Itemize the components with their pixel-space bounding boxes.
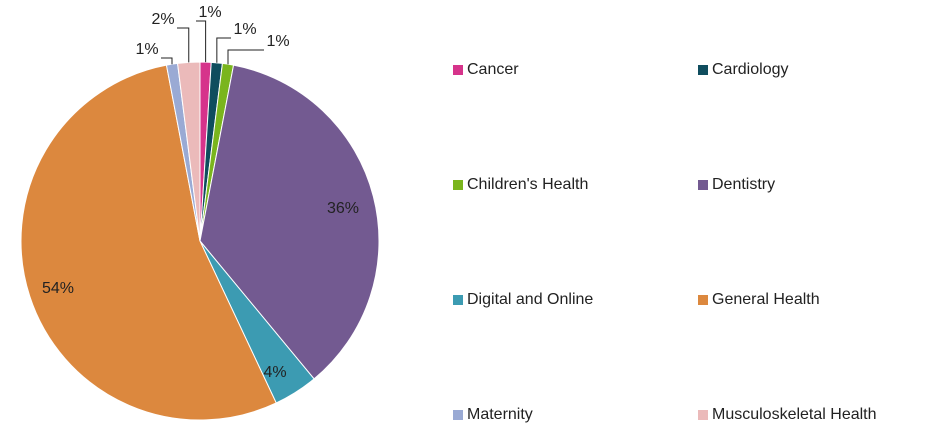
legend-swatch (453, 410, 463, 420)
legend-label: Digital and Online (467, 291, 593, 308)
legend-label: Children's Health (467, 176, 588, 193)
leader-line (227, 49, 264, 65)
pie-slice (199, 64, 380, 380)
data-label: 2% (151, 11, 174, 28)
leader-line (196, 20, 207, 63)
legend-swatch (698, 180, 708, 190)
legend-label: General Health (712, 291, 820, 308)
legend-label: Musculoskeletal Health (712, 406, 877, 423)
data-label: 36% (327, 200, 359, 217)
data-label: 54% (42, 280, 74, 297)
legend-swatch (453, 295, 463, 305)
leader-line (161, 57, 173, 65)
legend-label: Maternity (467, 406, 533, 423)
legend-label: Dentistry (712, 176, 775, 193)
legend-swatch (698, 295, 708, 305)
legend-label: Cardiology (712, 61, 788, 78)
pie-slice (177, 61, 201, 242)
data-label: 1% (266, 33, 289, 50)
data-label: 1% (233, 21, 256, 38)
legend-label: Cancer (467, 61, 519, 78)
data-label: 1% (135, 41, 158, 58)
pie-slice (20, 64, 277, 421)
legend-swatch (698, 65, 708, 75)
leader-line (216, 37, 231, 63)
legend-swatch (453, 65, 463, 75)
legend-swatch (453, 180, 463, 190)
data-label: 4% (263, 364, 286, 381)
data-label: 1% (198, 4, 221, 21)
leader-line (177, 27, 190, 63)
legend-swatch (698, 410, 708, 420)
